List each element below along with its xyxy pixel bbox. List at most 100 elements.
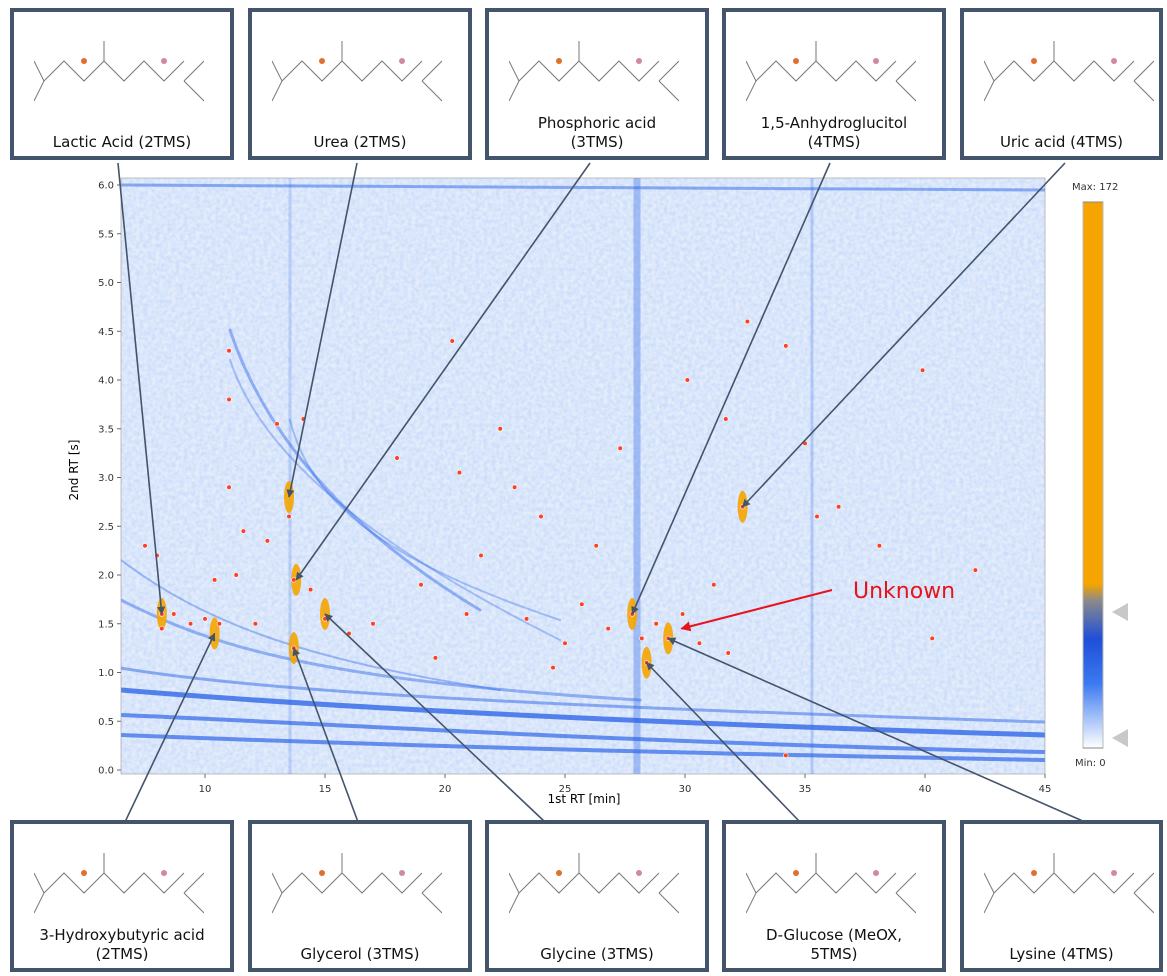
- compound-label: Glycerol (3TMS): [275, 945, 445, 964]
- compound-box: Glycine (3TMS): [485, 820, 709, 972]
- colorbar-handle: [1112, 603, 1128, 621]
- atom-o: [1031, 58, 1037, 64]
- compound-box: Phosphoric acid (3TMS): [485, 8, 709, 160]
- x-tick-label: 20: [439, 784, 452, 795]
- structure-bond: [184, 893, 204, 913]
- compound-label: Phosphoric acid (3TMS): [512, 114, 682, 152]
- atom-o: [556, 870, 562, 876]
- atom-si: [873, 870, 879, 876]
- structure-bond: [1134, 81, 1154, 101]
- compound-label: Lysine (4TMS): [977, 945, 1147, 964]
- peak-marker: [512, 485, 517, 490]
- compound-box: Lactic Acid (2TMS): [10, 8, 234, 160]
- peak-marker: [973, 568, 978, 573]
- structure-bond: [746, 61, 756, 81]
- peak-marker: [606, 626, 611, 631]
- peak-marker: [172, 612, 177, 617]
- structure-bond: [896, 81, 916, 101]
- structure-bonds: [282, 873, 422, 893]
- structure-bond: [746, 81, 756, 101]
- structure-bond: [422, 873, 442, 893]
- structure-bonds: [282, 61, 422, 81]
- compound-box: 1,5-Anhydroglucitol (4TMS): [722, 8, 946, 160]
- atom-o: [81, 58, 87, 64]
- structure: [984, 838, 1154, 928]
- structure-bond: [34, 81, 44, 101]
- structure-bond: [184, 873, 204, 893]
- structure-bond: [659, 893, 679, 913]
- peak-marker: [640, 636, 645, 641]
- page: {"chart_data": { "type": "scatter", "x_l…: [0, 0, 1167, 976]
- atom-o: [319, 870, 325, 876]
- atom-o: [1031, 870, 1037, 876]
- peak-marker: [712, 582, 717, 587]
- peak-marker: [292, 578, 297, 583]
- peak-marker: [308, 587, 313, 592]
- y-tick-label: 1.5: [98, 619, 114, 630]
- structure: [984, 26, 1154, 116]
- structure: [34, 26, 204, 116]
- y-tick-label: 3.0: [98, 473, 114, 484]
- compound-box: Urea (2TMS): [248, 8, 472, 160]
- structure-bonds: [519, 61, 659, 81]
- structure: [746, 26, 916, 116]
- structure-bond: [659, 873, 679, 893]
- structure-bond: [896, 61, 916, 81]
- x-tick-label: 10: [199, 784, 212, 795]
- peak-marker: [323, 617, 328, 622]
- x-tick-label: 45: [1039, 784, 1052, 795]
- peak-marker: [724, 417, 729, 422]
- compound-box: Glycerol (3TMS): [248, 820, 472, 972]
- y-tick-label: 4.0: [98, 376, 114, 387]
- structure-bond: [272, 61, 282, 81]
- atom-si: [873, 58, 879, 64]
- structure-bond: [509, 873, 519, 893]
- peak-marker: [265, 539, 270, 544]
- structure-bond: [659, 61, 679, 81]
- atom-si: [636, 58, 642, 64]
- peak-marker: [241, 529, 246, 534]
- peak-marker: [654, 621, 659, 626]
- structure-bond: [1134, 61, 1154, 81]
- peak-marker: [212, 578, 217, 583]
- structure-bonds: [756, 61, 896, 81]
- peak-marker: [188, 621, 193, 626]
- atom-o: [556, 58, 562, 64]
- y-tick-label: 5.5: [98, 229, 114, 240]
- structure: [509, 838, 679, 928]
- peak-marker: [697, 641, 702, 646]
- peak-marker: [287, 514, 292, 519]
- structure-bond: [509, 81, 519, 101]
- y-tick-label: 2.0: [98, 571, 114, 582]
- peak-marker: [784, 753, 789, 758]
- x-tick-label: 35: [799, 784, 812, 795]
- structure-bond: [984, 81, 994, 101]
- atom-o: [793, 870, 799, 876]
- structure-bond: [984, 893, 994, 913]
- y-axis-label: 2nd RT [s]: [67, 440, 81, 501]
- structure-bond: [1134, 893, 1154, 913]
- structure-bond: [422, 81, 442, 101]
- atom-o: [81, 870, 87, 876]
- peak-marker: [371, 621, 376, 626]
- peak-marker: [680, 612, 685, 617]
- structure: [746, 838, 916, 928]
- peak-marker: [143, 543, 148, 548]
- structure-bond: [509, 893, 519, 913]
- compound-box: D-Glucose (MeOX, 5TMS): [722, 820, 946, 972]
- structure-bond: [34, 893, 44, 913]
- colorbar-handle: [1112, 729, 1128, 747]
- heatmap-background: [121, 178, 1045, 774]
- atom-si: [399, 58, 405, 64]
- peak-marker: [253, 621, 258, 626]
- compound-label: Lactic Acid (2TMS): [37, 133, 207, 152]
- structure-bond: [422, 61, 442, 81]
- peak-marker: [930, 636, 935, 641]
- structure: [34, 838, 204, 928]
- atom-si: [161, 58, 167, 64]
- structure-bond: [34, 873, 44, 893]
- peak-marker: [479, 553, 484, 558]
- compound-label: 1,5-Anhydroglucitol (4TMS): [749, 114, 919, 152]
- peak-marker: [217, 621, 222, 626]
- y-tick-label: 0.0: [98, 766, 114, 777]
